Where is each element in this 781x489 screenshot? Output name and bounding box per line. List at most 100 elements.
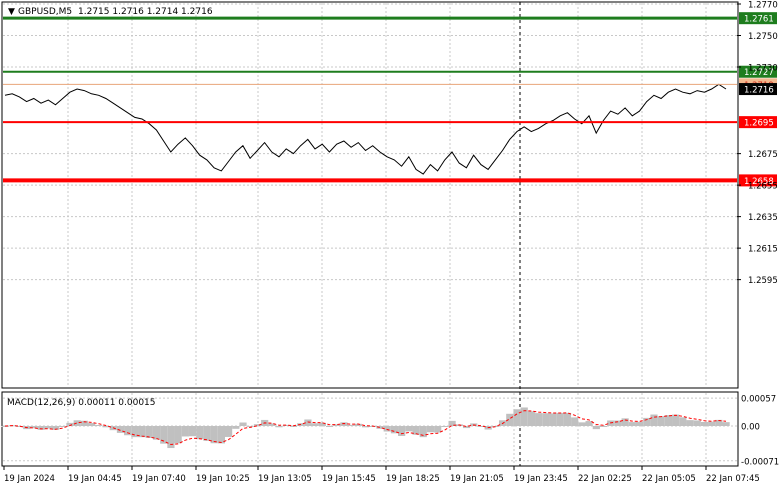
macd-bar [318, 422, 326, 426]
macd-bar [354, 423, 362, 426]
macd-label: MACD(12,26,9) 0.00011 0.00015 [7, 398, 156, 408]
level-price-tag [739, 116, 777, 129]
collapse-arrow-icon[interactable]: ▼ [8, 7, 15, 17]
macd-bar [520, 407, 528, 426]
macd-bar [239, 422, 247, 426]
macd-bar [325, 426, 334, 427]
macd-bar [196, 426, 204, 440]
macd-bar [80, 420, 89, 426]
macd-bar [383, 426, 391, 432]
macd-bar [563, 412, 572, 426]
macd-bar [268, 423, 276, 426]
price-axis[interactable]: 1.2770 1.2750 1.2730 1.2675 1.2655 1.2635 1.26… [737, 1, 778, 287]
time-tick-label: 19 Jan 10:25 [196, 474, 250, 484]
macd-bar [95, 424, 103, 426]
main-grid [3, 3, 737, 387]
time-tick-label: 19 Jan 23:45 [514, 474, 568, 484]
macd-bar [542, 413, 550, 426]
macd-bar [722, 422, 730, 426]
macd-bar [419, 426, 427, 438]
macd-bar [66, 422, 74, 426]
macd-bar [138, 426, 146, 438]
macd-bar [477, 426, 485, 427]
macd-bar [203, 426, 211, 441]
macd-bar [679, 417, 687, 426]
macd-bar [405, 426, 413, 432]
macd-bar [700, 422, 709, 426]
price-tick-label: 1.2730 [748, 64, 778, 74]
macd-bar [693, 420, 701, 426]
macd-bar [448, 420, 456, 426]
time-axis[interactable]: 19 Jan 2024 19 Jan 04:45 19 Jan 07:40 19 Ja… [3, 466, 760, 484]
price-tick-label: 1.2750 [748, 32, 778, 42]
macd-bar [643, 417, 651, 426]
level-price-label: 1.2727 [744, 68, 774, 78]
macd-bar [225, 426, 233, 437]
macd-signal-line [4, 410, 727, 446]
macd-bar [513, 409, 521, 426]
macd-axis: 0.00057 0.00 -0.00071 [741, 395, 779, 468]
time-tick-label: 19 Jan 04:45 [68, 474, 122, 484]
macd-bar [181, 426, 189, 437]
time-tick-label: 22 Jan 02:25 [578, 474, 632, 484]
price-tick-label: 1.2595 [748, 276, 778, 286]
macd-bar [571, 417, 579, 426]
macd-bar [152, 426, 161, 440]
macd-bar [506, 413, 514, 426]
macd-bar [167, 426, 175, 449]
macd-bar [44, 426, 52, 429]
macd-bar [311, 423, 319, 426]
macd-bar [549, 413, 557, 426]
level-price-label: 1.2761 [744, 15, 774, 25]
macd-bar [362, 426, 370, 428]
macd-bar [412, 426, 420, 435]
level-price-tag [739, 83, 777, 96]
macd-bar [628, 422, 636, 426]
macd-bar [304, 419, 312, 426]
macd-bar [347, 424, 355, 426]
macd-bar [15, 426, 24, 427]
macd-bar [708, 421, 716, 426]
macd-bar [376, 426, 384, 429]
price-tick-label: 1.2675 [748, 150, 778, 160]
price-line[interactable] [4, 83, 727, 175]
price-tick-label: 1.2770 [748, 1, 778, 11]
macd-bar [282, 424, 290, 426]
price-tick-label: 1.2635 [748, 213, 778, 223]
macd-bar [246, 426, 254, 427]
symbol-label: GBPUSD,M5 [18, 7, 72, 17]
time-tick-label: 22 Jan 07:45 [706, 474, 760, 484]
level-price-tag [739, 65, 777, 78]
time-tick-label: 19 Jan 07:40 [132, 474, 186, 484]
macd-bar [174, 426, 182, 444]
macd-bar [131, 426, 139, 438]
macd-bar [650, 414, 658, 426]
time-tick-label: 19 Jan 21:05 [450, 474, 504, 484]
macd-bar [210, 426, 218, 444]
macd-bar [535, 413, 543, 426]
macd-bar [664, 415, 673, 426]
macd-bar [102, 426, 110, 428]
macd-bar [289, 426, 298, 427]
level-price-label: 1.2695 [744, 119, 774, 129]
macd-bar [635, 421, 644, 426]
price-tick-label: 1.2655 [748, 182, 778, 192]
macd-bar [275, 426, 283, 428]
macd-bar [59, 426, 67, 427]
macd-bar [333, 424, 341, 426]
macd-bar [585, 421, 593, 426]
time-tick-label: 19 Jan 18:25 [386, 474, 440, 484]
level-price-tag [739, 174, 777, 187]
macd-grid [3, 393, 737, 465]
macd-bar [578, 422, 586, 426]
main-chart-frame [1, 1, 739, 389]
macd-tick-label: 0.00 [741, 423, 760, 433]
macd-bar [556, 412, 564, 426]
macd-bar [124, 426, 132, 436]
macd-bar [715, 419, 723, 426]
macd-bar [232, 426, 240, 429]
macd-bar [37, 426, 45, 430]
time-tick-label: 19 Jan 15:45 [322, 474, 376, 484]
